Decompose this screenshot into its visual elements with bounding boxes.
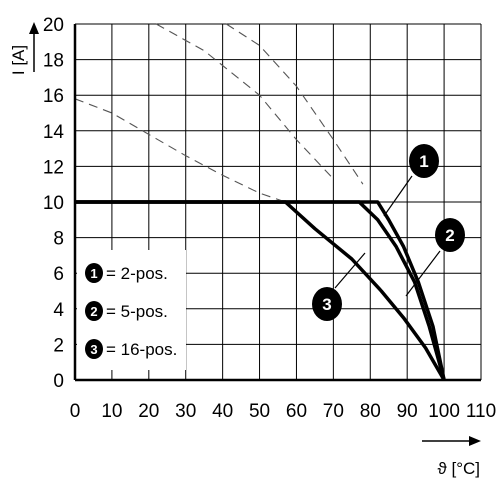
legend-entry-label: = 5-pos.	[106, 302, 168, 321]
y-tick-label: 18	[43, 51, 64, 72]
legend-marker-label: 3	[90, 342, 97, 357]
y-tick-label: 10	[43, 193, 64, 214]
x-tick-label: 50	[249, 401, 270, 422]
legend-marker-icon	[85, 339, 103, 359]
callout-leader-line	[334, 252, 366, 289]
x-tick-label: 110	[466, 401, 496, 422]
series-3-solid-line	[75, 200, 446, 381]
y-axis-title: I [A]	[9, 45, 28, 75]
x-axis-title: ϑ [°C]	[437, 459, 480, 478]
y-tick-label: 4	[53, 300, 64, 321]
series-2-solid-line	[75, 200, 446, 381]
callout-marker-1	[409, 144, 439, 178]
x-tick-label: 0	[70, 401, 81, 422]
y-tick-label: 14	[43, 122, 65, 143]
y-axis-arrow-head	[29, 22, 39, 34]
y-tick-label: 2	[53, 335, 64, 356]
x-tick-label: 40	[212, 401, 233, 422]
legend-entry-label: = 2-pos.	[106, 264, 168, 283]
series-3-dashed-line	[74, 98, 286, 203]
callout-marker-label: 3	[322, 295, 331, 314]
y-tick-label: 8	[53, 229, 64, 250]
callout-leader-line	[405, 250, 441, 297]
y-tick-label: 6	[53, 264, 64, 285]
curves	[74, 23, 446, 381]
x-tick-label: 10	[101, 401, 122, 422]
callout-marker-label: 1	[419, 152, 428, 171]
legend-entry-label: = 16-pos.	[106, 340, 177, 359]
legend-marker-icon	[85, 301, 103, 321]
y-tick-label: 20	[43, 15, 64, 36]
y-tick-label: 0	[53, 371, 64, 392]
callout-marker-3	[312, 287, 342, 321]
x-tick-label: 60	[286, 401, 307, 422]
callout-marker-2	[435, 218, 465, 252]
series-1-dashed-line	[226, 23, 364, 185]
x-tick-label: 80	[360, 401, 381, 422]
callout-marker-label: 2	[445, 226, 454, 245]
curve-markers: 1 2 3 1 = 2-pos. 2 = 5-pos. 3 = 16-pos.	[85, 144, 465, 359]
axes: I [A] ϑ [°C]	[9, 22, 481, 478]
x-tick-label: 90	[397, 401, 418, 422]
callout-leader-line	[383, 175, 413, 217]
legend-marker-label: 2	[90, 304, 97, 319]
x-tick-label: 70	[323, 401, 344, 422]
y-tick-label: 12	[43, 157, 64, 178]
x-tick-label: 30	[175, 401, 196, 422]
x-axis-arrow-head	[469, 436, 481, 446]
series-2-dashed-line	[155, 23, 334, 180]
y-tick-label: 16	[43, 86, 64, 107]
x-tick-label: 20	[138, 401, 159, 422]
legend-marker-label: 1	[90, 266, 97, 281]
x-tick-label: 100	[428, 401, 460, 422]
tick-labels: 0 10 20 30 40 50 60 70 80 90 100 110024681012141618…	[43, 15, 496, 422]
series-1-solid-line	[75, 200, 446, 381]
legend-marker-icon	[85, 263, 103, 283]
